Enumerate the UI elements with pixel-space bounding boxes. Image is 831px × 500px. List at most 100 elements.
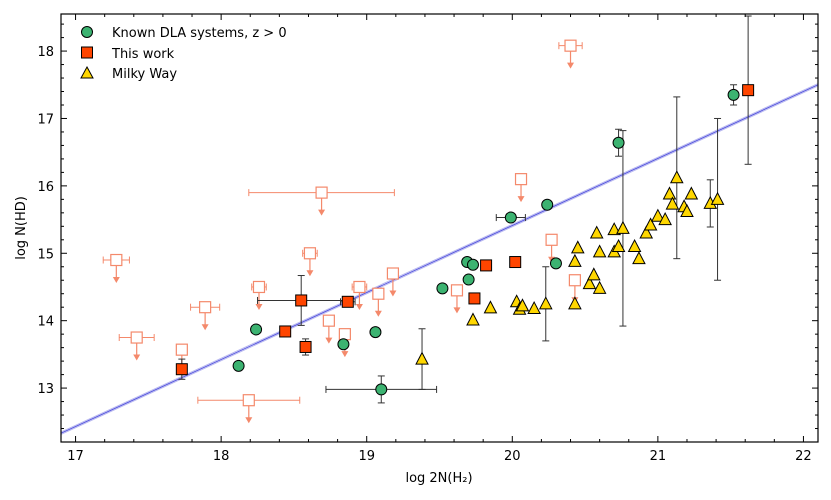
fit-line: [61, 84, 818, 434]
upper-limit-point-12: [386, 267, 400, 280]
known-dla-point-4: [375, 383, 388, 396]
known-dla-point-0: [232, 359, 245, 372]
y-tick-label-16: 16: [37, 180, 54, 195]
known-dla-point-5: [436, 282, 449, 295]
upper-limit-point-1-arrow-head: [133, 354, 141, 361]
x-tick-label-18: 18: [213, 449, 230, 464]
milky-way-point-15: [592, 244, 607, 258]
milky-way-point-11: [582, 276, 597, 290]
y-tick-label-18: 18: [37, 45, 54, 60]
upper-limit-point-3: [199, 301, 212, 314]
known-dla-point-8: [466, 258, 479, 271]
known-dla-point-12: [612, 136, 625, 149]
x-tick-label-17: 17: [67, 449, 84, 464]
this-work-point-6: [480, 259, 493, 272]
known-dla-point-3: [369, 326, 382, 339]
milky-way-point-30: [680, 203, 694, 217]
upper-limit-point-9: [338, 328, 351, 341]
known-dla-point-10: [541, 198, 554, 211]
upper-limit-point-3-arrow-head: [201, 324, 209, 331]
milky-way-point-19: [616, 220, 630, 234]
upper-limit-point-10-arrow-head: [355, 303, 363, 310]
upper-limit-point-13-arrow-head: [453, 307, 461, 314]
known-dla-point-9: [504, 211, 517, 224]
milky-way-point-21: [632, 251, 646, 265]
milky-way-point-10: [570, 240, 585, 254]
upper-limit-point-5-arrow-head: [255, 303, 263, 310]
legend-label-known-dla: Known DLA systems, z > 0: [112, 26, 287, 41]
known-dla-point-2: [337, 338, 350, 351]
y-tick-label-15: 15: [37, 247, 54, 262]
milky-way-point-2: [483, 300, 498, 314]
upper-limit-point-13: [450, 284, 464, 297]
milky-way-point-14: [592, 280, 607, 294]
x-tick-label-20: 20: [504, 449, 521, 464]
legend-marker-milky-way: [80, 65, 94, 79]
known-dla-point-7: [462, 273, 475, 286]
known-dla-point-1: [250, 323, 263, 336]
milky-way-point-6: [527, 300, 541, 315]
fit-band-lower: [61, 85, 818, 435]
milky-way-point-9: [568, 253, 582, 267]
legend-label-milky-way: Milky Way: [112, 67, 177, 82]
upper-limit-point-9-arrow-head: [341, 351, 349, 358]
milky-way-point-22: [639, 225, 654, 239]
plot-frame: [60, 13, 819, 443]
legend-label-this-work: This work: [111, 47, 175, 62]
upper-limit-point-17: [568, 274, 581, 287]
upper-limit-point-11: [372, 287, 385, 300]
milky-way-point-7: [538, 296, 553, 310]
milky-way-point-12: [586, 267, 601, 281]
milky-way-point-20: [627, 238, 642, 253]
upper-limit-point-10: [353, 280, 366, 294]
milky-way-point-13: [589, 225, 604, 239]
upper-limit-point-7: [315, 186, 328, 199]
milky-way-point-1: [466, 312, 480, 326]
upper-limit-point-4-arrow-head: [245, 417, 253, 424]
this-work-point-2: [295, 294, 308, 307]
milky-way-point-8: [568, 296, 582, 310]
legend-marker-this-work: [81, 46, 93, 59]
this-work-point-5: [468, 292, 481, 305]
upper-limit-point-8: [322, 314, 335, 327]
upper-limit-point-11-arrow-head: [374, 310, 382, 317]
upper-limit-point-8-arrow-head: [325, 337, 333, 344]
milky-way-point-24: [651, 208, 665, 222]
upper-limit-point-16: [564, 39, 577, 52]
milky-way-point-25: [658, 211, 672, 226]
this-work-point-1: [279, 325, 292, 338]
upper-limit-point-14: [514, 173, 528, 186]
milky-way-point-0: [415, 351, 429, 365]
this-work-point-7: [509, 256, 522, 269]
x-tick-label-22: 22: [795, 449, 812, 464]
this-work-point-3: [299, 340, 312, 353]
upper-limit-point-15: [545, 233, 558, 246]
upper-limit-point-2: [175, 343, 188, 356]
x-tick-label-19: 19: [358, 449, 375, 464]
legend: Known DLA systems, z > 0 This work Milky…: [80, 26, 287, 82]
known-dla-point-13: [727, 88, 740, 101]
milky-way-point-26: [662, 186, 677, 200]
milky-way-point-27: [665, 196, 680, 210]
milky-way-point-23: [643, 217, 658, 231]
upper-limit-point-1: [130, 331, 143, 344]
milky-way-point-28: [669, 170, 684, 184]
upper-limit-point-6: [303, 247, 317, 260]
this-work-point-4: [341, 295, 354, 308]
y-axis-label: log N(HD): [14, 196, 29, 260]
upper-limit-point-7-arrow-head: [318, 209, 326, 216]
milky-way-point-5: [515, 298, 530, 312]
this-work-point-0: [175, 363, 188, 376]
upper-limit-point-4: [242, 394, 255, 407]
upper-limit-point-12-arrow-head: [389, 290, 397, 297]
y-tick-label-14: 14: [37, 315, 54, 330]
upper-limit-point-16-arrow-head: [567, 62, 575, 69]
x-axis-label: log 2N(H₂): [405, 471, 472, 486]
this-work-point-8: [742, 84, 755, 97]
upper-limit-point-0-arrow-head: [112, 277, 120, 284]
upper-limit-point-0: [110, 253, 123, 267]
milky-way-point-31: [684, 186, 699, 200]
upper-limit-point-6-arrow-head: [306, 270, 314, 277]
x-tick-label-21: 21: [650, 449, 667, 464]
legend-marker-known-dla: [81, 26, 93, 38]
